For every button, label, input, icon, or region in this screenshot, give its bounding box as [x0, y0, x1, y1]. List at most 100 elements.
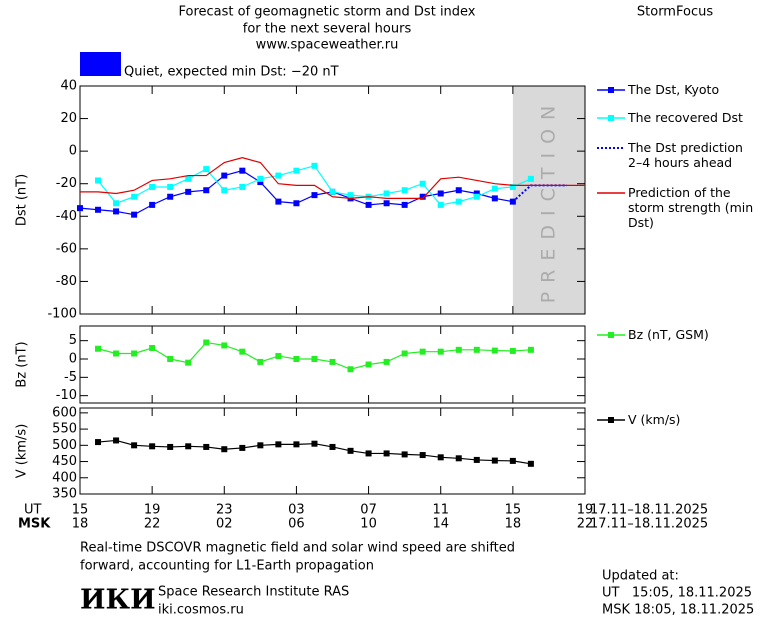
point: [365, 450, 372, 457]
point: [95, 345, 102, 352]
x-axis-label: UT: [24, 503, 42, 518]
institute: Space Research Institute RAS: [158, 585, 349, 600]
point: [113, 437, 120, 444]
point: [491, 457, 498, 464]
point: [293, 167, 300, 174]
point: [275, 172, 282, 179]
msk-tick-label: 10: [360, 517, 377, 532]
subtitle: for the next several hours: [243, 22, 412, 37]
x-tick-label: 11: [432, 503, 449, 518]
legend-marker: [608, 115, 614, 121]
y-tick-label: -10: [56, 388, 77, 403]
point: [509, 457, 516, 464]
point: [347, 447, 354, 454]
point: [257, 179, 264, 186]
point: [149, 345, 156, 351]
point: [401, 201, 408, 208]
point: [167, 443, 174, 450]
point: [203, 339, 210, 346]
date-range: 17.11–18.11.2025: [590, 517, 708, 532]
point: [437, 454, 444, 461]
y-tick-label: -40: [56, 209, 77, 224]
point: [149, 201, 156, 208]
note: Real-time DSCOVR magnetic field and sola…: [80, 541, 515, 556]
point: [203, 187, 210, 194]
legend-label: V (km/s): [628, 412, 681, 427]
msk-tick-label: 06: [288, 517, 305, 532]
legend-label: The Dst prediction 2–4 hours ahead: [628, 140, 743, 170]
point: [257, 442, 264, 449]
x-tick-label: 15: [72, 503, 89, 518]
point: [113, 208, 120, 215]
point: [311, 162, 318, 169]
y-tick-label: -5: [64, 370, 77, 385]
point: [185, 359, 192, 366]
msk-tick-label: 22: [144, 517, 161, 532]
point: [221, 172, 228, 179]
point: [491, 347, 498, 354]
website: iki.cosmos.ru: [158, 603, 244, 618]
point: [419, 193, 426, 200]
point: [509, 347, 516, 354]
point: [293, 200, 300, 207]
point: [455, 198, 462, 205]
y-tick-label: 550: [52, 422, 77, 437]
point: [491, 195, 498, 202]
msk-tick-label: 18: [72, 517, 89, 532]
x-tick-label: 19: [577, 503, 594, 518]
point: [311, 192, 318, 199]
updated-ut: UT 15:05, 18.11.2025: [602, 586, 752, 601]
point: [203, 443, 210, 450]
y-tick-label: 450: [52, 454, 77, 469]
legend-label: Prediction of the storm strength (min Ds…: [628, 185, 754, 230]
prediction-label: PREDICTION: [537, 97, 559, 304]
point: [221, 342, 228, 349]
website: www.spaceweather.ru: [256, 38, 399, 53]
legend-marker: [608, 87, 614, 93]
point: [257, 358, 264, 365]
point: [437, 190, 444, 197]
series-line: [97, 341, 531, 370]
y-tick-label: 500: [52, 438, 77, 453]
point: [329, 188, 336, 195]
point: [149, 443, 156, 450]
point: [239, 348, 246, 355]
point: [185, 443, 192, 450]
point: [203, 166, 210, 173]
point: [131, 211, 138, 218]
point: [311, 356, 318, 362]
point: [95, 206, 102, 213]
point: [527, 460, 534, 467]
y-tick-label: 600: [52, 405, 77, 420]
point: [95, 177, 102, 184]
point: [239, 444, 246, 451]
point: [275, 198, 282, 205]
y-tick-label: -100: [47, 307, 77, 322]
point: [401, 451, 408, 458]
legend-marker: [608, 417, 614, 423]
point: [257, 175, 264, 182]
msk-tick-label: 14: [432, 517, 449, 532]
point: [167, 183, 174, 190]
status-text: Quiet, expected min Dst: −20 nT: [124, 65, 339, 80]
series-line: [79, 170, 513, 216]
point: [419, 452, 426, 459]
point: [473, 193, 480, 200]
brand: StormFocus: [637, 5, 713, 20]
y-axis-label: Bz (nT): [15, 341, 30, 387]
point: [293, 356, 300, 362]
point: [473, 190, 480, 197]
y-tick-label: 350: [52, 487, 77, 502]
point: [365, 361, 372, 368]
plot-frame: [79, 407, 586, 495]
legend-label: The recovered Dst: [628, 110, 743, 125]
note: forward, accounting for L1-Earth propaga…: [80, 559, 374, 574]
prediction-region: [512, 86, 585, 314]
point: [113, 350, 120, 357]
point: [527, 346, 534, 353]
point: [383, 200, 390, 207]
msk-tick-label: 18: [505, 517, 522, 532]
y-tick-label: 0: [69, 144, 77, 159]
point: [491, 185, 498, 192]
point: [275, 353, 282, 360]
